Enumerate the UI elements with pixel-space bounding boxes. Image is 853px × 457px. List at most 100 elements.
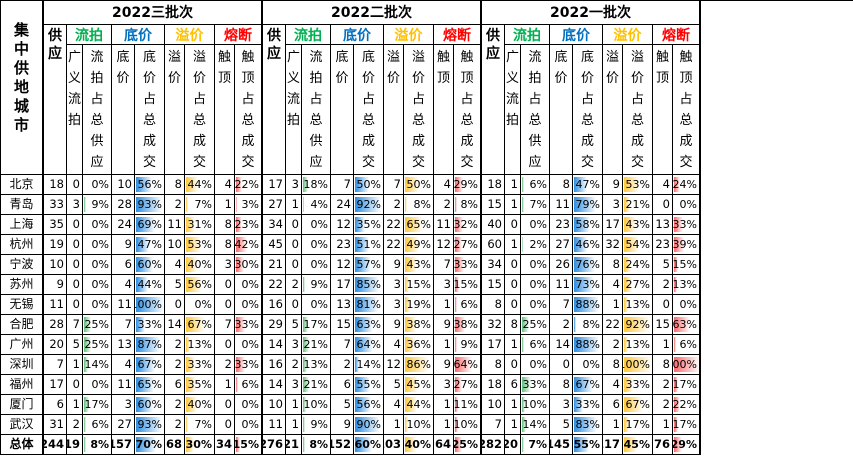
cell-value: 35	[49, 215, 64, 234]
pct-cell: 44%	[185, 175, 215, 195]
cell-value: 40%	[405, 435, 431, 454]
num-cell: 24	[331, 195, 354, 215]
num-cell: 2	[384, 195, 404, 215]
cell-value: 92%	[357, 195, 381, 214]
num-cell: 0	[286, 235, 302, 255]
cell-value: 47%	[576, 175, 600, 194]
cell-value: 27%	[454, 235, 478, 254]
cell-value: 8	[495, 355, 502, 374]
cell-value: 0%	[92, 175, 109, 194]
cell-value: 33%	[188, 355, 212, 374]
data-bar	[455, 197, 457, 212]
num-cell: 0	[165, 295, 185, 315]
pct-cell: 0%	[83, 235, 112, 255]
column-header: 底价	[550, 45, 573, 175]
data-bar	[186, 197, 188, 212]
cell-value: 40%	[188, 255, 212, 274]
cell-value: 32	[605, 235, 620, 254]
num-cell: 1	[505, 335, 521, 355]
cell-value: 45%	[624, 435, 650, 454]
cell-value: 1	[444, 415, 451, 434]
cell-value: 33%	[235, 315, 259, 334]
cell-value: 33%	[138, 315, 162, 334]
pct-cell: 43%	[404, 255, 434, 275]
cell-value: 15%	[454, 275, 478, 294]
cell-value: 9%	[461, 335, 478, 354]
cell-value: 0	[511, 215, 518, 234]
total-label-cell: 总体	[1, 435, 44, 455]
cell-value: 14%	[85, 355, 109, 374]
cell-value: 24%	[673, 175, 697, 194]
pct-cell: 6%	[235, 375, 263, 395]
cell-value: 33	[49, 195, 64, 214]
cell-value: 13%	[626, 335, 650, 354]
cell-value: 15	[487, 195, 502, 214]
column-header: 溢价	[603, 45, 623, 175]
num-cell: 11	[165, 215, 185, 235]
pct-cell: 9%	[302, 415, 331, 435]
pct-cell: 0%	[302, 255, 331, 275]
num-cell: 282	[482, 435, 505, 455]
cell-value: 0%	[242, 275, 259, 294]
num-cell: 10	[112, 175, 135, 195]
pct-cell: 29%	[454, 175, 482, 195]
cell-value: 25%	[85, 335, 109, 354]
pct-cell: 40%	[185, 255, 215, 275]
pct-cell: 67%	[185, 315, 215, 335]
city-name: 厦门	[1, 395, 42, 414]
city-cell: 广州	[1, 335, 44, 355]
cell-value: 0	[73, 215, 80, 234]
cell-value: 0	[73, 235, 80, 254]
num-cell: 0	[67, 375, 83, 395]
num-cell: 0	[653, 195, 673, 215]
cell-value: 8%	[414, 195, 431, 214]
cell-value: 19%	[407, 295, 431, 314]
cell-value: 76	[654, 435, 670, 454]
cell-value: 1	[663, 415, 670, 434]
num-cell: 23	[331, 235, 354, 255]
pct-cell: 29%	[673, 435, 701, 455]
column-label: 触顶占总成交	[673, 47, 699, 173]
cell-value: 25%	[454, 435, 478, 454]
pct-cell: 17%	[673, 375, 701, 395]
num-cell: 1	[603, 295, 623, 315]
num-cell: 11	[434, 215, 454, 235]
cell-value: 11%	[454, 395, 478, 414]
cell-value: 2	[663, 395, 670, 414]
group-label-cap: 熔断	[434, 27, 480, 45]
city-cell: 无锡	[1, 295, 44, 315]
column-header: 流拍占总供应	[302, 45, 331, 175]
data-bar	[674, 337, 676, 352]
city-column-header: 集中供地城市	[1, 1, 44, 175]
cell-value: 0	[663, 295, 670, 314]
num-cell: 0	[67, 295, 83, 315]
cell-value: 40%	[188, 395, 212, 414]
num-cell: 6	[505, 375, 521, 395]
cell-value: 14	[167, 315, 182, 334]
cell-value: 24	[336, 195, 351, 214]
cell-value: 6	[511, 375, 518, 394]
cell-value: 2	[292, 275, 299, 294]
cell-value: 0	[292, 295, 299, 314]
cell-value: 0%	[92, 295, 109, 314]
num-cell: 0	[67, 215, 83, 235]
data-bar	[522, 197, 524, 212]
cell-value: 15	[487, 275, 502, 294]
cell-value: 17	[268, 175, 283, 194]
cell-value: 57%	[357, 255, 381, 274]
cell-value: 11	[436, 215, 451, 234]
cell-value: 44%	[407, 395, 431, 414]
cell-value: 42%	[235, 235, 259, 254]
cell-value: 10	[117, 175, 132, 194]
city-cell: 深圳	[1, 355, 44, 375]
cell-value: 70%	[136, 435, 162, 454]
cell-value: 1	[394, 415, 401, 434]
num-cell: 22	[603, 315, 623, 335]
num-cell: 22	[384, 215, 404, 235]
pct-cell: 0%	[521, 295, 550, 315]
num-cell: 11	[263, 415, 286, 435]
cell-value: 8	[225, 235, 232, 254]
cell-value: 27	[117, 415, 132, 434]
cell-value: 45	[268, 235, 283, 254]
cell-value: 0	[73, 275, 80, 294]
